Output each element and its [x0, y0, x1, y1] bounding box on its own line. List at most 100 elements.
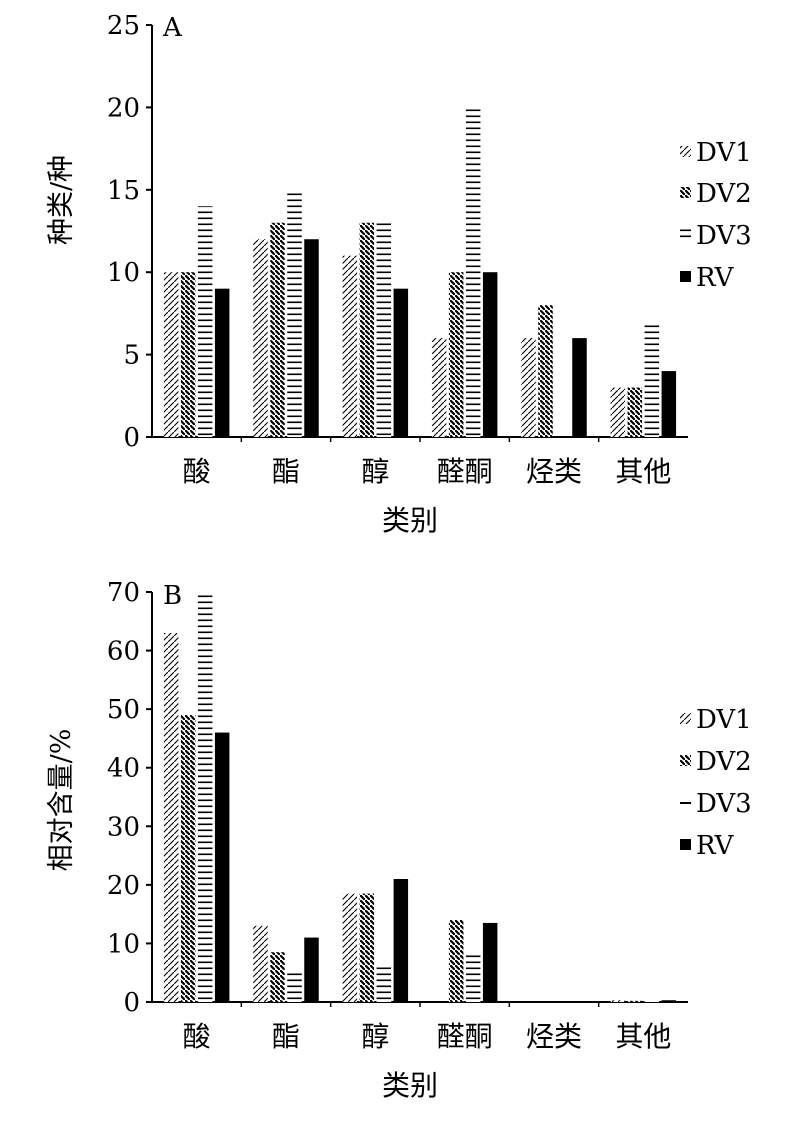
x-tick-label: 其他 [615, 455, 671, 488]
x-axis-label: 类别 [382, 504, 438, 537]
legend-item-dv1: DV1 [680, 705, 752, 735]
bar-dv2-4 [538, 305, 553, 437]
bar-rv-1 [304, 937, 319, 1002]
y-axis-label: 相对含量/% [46, 729, 77, 872]
y-tick-label: 50 [107, 695, 140, 725]
x-tick-label: 酯 [272, 1020, 300, 1053]
bar-dv2-0 [180, 272, 196, 437]
panel-label: A [162, 13, 183, 43]
y-tick-label: 60 [107, 637, 140, 667]
legend-item-dv3: DV3 [680, 221, 752, 251]
legend-label: DV1 [696, 138, 752, 168]
bar-dv3-2 [376, 966, 392, 1002]
bar-group [163, 592, 677, 1002]
bar-dv1-4 [521, 338, 536, 437]
bar-rv-0 [214, 732, 230, 1002]
y-tick-label: 25 [107, 11, 140, 41]
y-tick-label: 0 [123, 988, 140, 1018]
y-tick-label: 70 [107, 578, 140, 608]
legend: DV1 DV2 DV3 RV [680, 138, 752, 293]
bar-dv3-5 [644, 321, 660, 437]
bar-dv1-3 [431, 338, 447, 437]
bar-rv-5 [661, 1000, 677, 1002]
bar-dv3-0 [197, 592, 213, 1002]
bar-dv1-0 [163, 272, 179, 437]
bar-rv-3 [482, 272, 498, 437]
bar-dv3-5 [644, 1001, 660, 1002]
bar-dv2-2 [359, 222, 375, 437]
chart-panel-b: B 相对含量/% 类别 0 10 20 30 40 50 60 70 酸 酯 醇 醛酮 烃类 其他 DV… [46, 578, 752, 1102]
legend-swatch [680, 713, 691, 724]
bar-dv1-2 [342, 893, 358, 1002]
bar-dv3-3 [465, 107, 481, 438]
bar-rv-4 [572, 338, 587, 437]
bar-dv3-0 [197, 206, 213, 437]
y-tick-label: 0 [123, 423, 140, 453]
y-tick-label: 20 [107, 871, 140, 901]
x-tick-label: 醇 [361, 455, 389, 488]
bar-dv1-5 [610, 387, 626, 437]
bar-dv1-1 [253, 239, 268, 437]
legend-label: DV3 [696, 221, 752, 251]
legend-item-dv3: DV3 [680, 789, 752, 819]
panel-label: B [163, 581, 182, 611]
bar-rv-1 [304, 239, 319, 437]
legend-swatch [680, 229, 691, 240]
y-tick-label: 10 [107, 258, 140, 288]
legend-item-rv: RV [680, 263, 735, 293]
y-tick-group: 0 5 10 15 20 25 [107, 11, 152, 453]
legend-item-dv2: DV2 [680, 747, 752, 777]
y-tick-label: 40 [107, 754, 140, 784]
legend-label: DV2 [696, 747, 752, 777]
legend-item-rv: RV [680, 831, 735, 861]
legend-label: DV2 [696, 179, 752, 209]
bar-rv-3 [482, 922, 498, 1002]
legend-label: DV3 [696, 789, 752, 819]
bar-dv3-1 [287, 972, 302, 1002]
bar-rv-2 [393, 288, 409, 437]
bar-dv2-1 [270, 952, 285, 1002]
bar-dv2-0 [180, 715, 196, 1002]
x-tick-label: 酯 [272, 455, 300, 488]
x-tick-label: 酸 [183, 1020, 211, 1053]
legend-item-dv2: DV2 [680, 179, 752, 209]
bar-rv-0 [214, 288, 230, 437]
bar-dv1-1 [253, 925, 268, 1002]
bar-dv2-5 [627, 1000, 643, 1002]
legend: DV1 DV2 DV3 RV [680, 705, 752, 861]
bar-dv2-1 [270, 222, 285, 437]
x-category-group: 酸 酯 醇 醛酮 烃类 其他 [183, 437, 671, 488]
x-tick-label: 烃类 [526, 1020, 582, 1053]
y-axis-label: 种类/种 [46, 155, 77, 245]
x-axis-label: 类别 [382, 1069, 438, 1102]
legend-swatch [680, 755, 691, 766]
legend-label: RV [696, 263, 735, 293]
x-tick-label: 酸 [183, 455, 211, 488]
legend-swatch [680, 271, 691, 282]
bar-dv1-5 [610, 1000, 626, 1002]
y-tick-label: 20 [107, 93, 140, 123]
legend-swatch [680, 839, 691, 850]
x-tick-label: 醛酮 [437, 1020, 493, 1053]
bar-rv-5 [661, 371, 677, 437]
bar-rv-2 [393, 879, 409, 1002]
bar-dv2-3 [448, 920, 464, 1002]
chart-panel-a: A 种类/种 类别 0 5 10 15 20 25 酸 酯 醇 醛酮 烃类 其他 DV1 DV2 D… [46, 11, 752, 537]
bar-dv1-0 [163, 633, 179, 1002]
bar-dv1-2 [342, 255, 358, 437]
x-category-group: 酸 酯 醇 醛酮 烃类 其他 [183, 1002, 671, 1053]
x-tick-label: 醛酮 [437, 455, 493, 488]
x-tick-label: 其他 [615, 1020, 671, 1053]
legend-item-dv1: DV1 [680, 138, 752, 168]
bar-dv2-2 [359, 893, 375, 1002]
legend-swatch [680, 187, 691, 198]
y-tick-label: 15 [107, 176, 140, 206]
bar-dv2-5 [627, 387, 643, 437]
bar-dv3-1 [287, 189, 302, 437]
bar-dv3-3 [465, 955, 481, 1002]
legend-swatch [680, 146, 691, 157]
legend-label: DV1 [696, 705, 752, 735]
y-tick-label: 30 [107, 812, 140, 842]
legend-label: RV [696, 831, 735, 861]
